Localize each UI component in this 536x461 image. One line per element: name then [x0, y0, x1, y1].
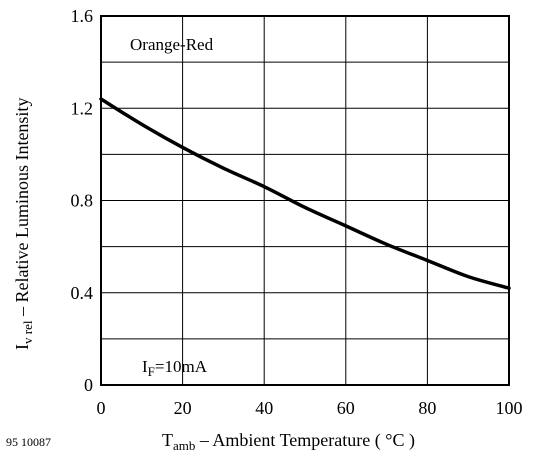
x-tick-label: 0 — [97, 398, 106, 418]
x-axis-label-main: T — [162, 430, 173, 450]
y-tick-label: 1.6 — [71, 6, 94, 26]
y-axis-label-rest: – Relative Luminous Intensity — [12, 98, 32, 321]
condition-sub: F — [148, 364, 155, 379]
series-layer — [99, 97, 511, 290]
grid — [100, 15, 510, 386]
y-axis-label: Iv rel – Relative Luminous Intensity — [12, 98, 35, 350]
x-axis-label: Tamb – Ambient Temperature ( °C ) — [162, 430, 415, 453]
y-axis-label-sub: v rel — [20, 320, 35, 344]
plot-frame — [100, 15, 510, 386]
y-tick-label: 0.4 — [71, 283, 94, 303]
x-axis-label-rest: – Ambient Temperature ( °C ) — [195, 430, 415, 451]
y-tick-label: 0.8 — [71, 191, 94, 211]
x-tick-label: 20 — [174, 398, 192, 418]
x-tick-label: 100 — [496, 398, 523, 418]
x-tick-label: 40 — [255, 398, 273, 418]
condition-main: I — [142, 357, 148, 376]
y-tick-label: 1.2 — [71, 98, 94, 118]
condition-annotation: IF=10mA — [142, 357, 208, 379]
x-tick-label: 80 — [418, 398, 436, 418]
series-annotation: Orange-Red — [130, 35, 214, 54]
y-axis-label-main: I — [12, 344, 32, 350]
tick-labels: 0 20 40 60 80 100 0 0.4 0.8 1.2 1.6 — [71, 6, 523, 418]
y-tick-label: 0 — [84, 375, 93, 395]
series-line-orange-red — [99, 97, 511, 290]
x-axis-label-sub: amb — [173, 438, 195, 453]
condition-rest: =10mA — [155, 357, 208, 376]
figure-id: 95 10087 — [6, 435, 51, 449]
x-tick-label: 60 — [337, 398, 355, 418]
